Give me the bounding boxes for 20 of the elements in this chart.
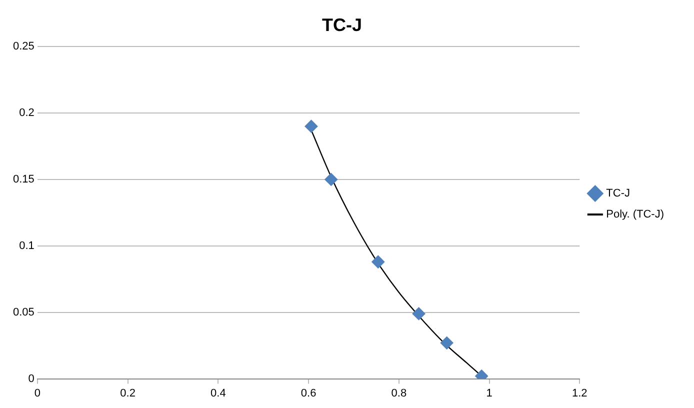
point	[372, 255, 385, 268]
x-tick-label: 0.8	[391, 387, 407, 400]
y-tick-label: 0.2	[19, 107, 34, 120]
y-tick-label: 0	[28, 372, 34, 385]
x-tick-label: 0.6	[300, 387, 316, 400]
legend-label: TC-J	[606, 188, 630, 200]
y-tick-label: 0.15	[12, 174, 34, 186]
x-tick-label: 0.4	[210, 387, 226, 400]
y-tick-label: 0.05	[12, 306, 34, 318]
legend-label: Poly. (TC-J)	[606, 208, 664, 221]
point	[324, 172, 338, 186]
y-tick-label: 0.25	[12, 40, 34, 53]
point	[412, 307, 426, 320]
point	[440, 336, 454, 350]
x-tick-label: 0.2	[120, 387, 136, 400]
chart-title: TC-J	[322, 14, 362, 35]
x-tick-label: 1	[486, 387, 492, 400]
y-tick-label: 0.1	[19, 240, 34, 252]
x-tick-label: 1.2	[572, 387, 588, 400]
point	[304, 120, 318, 133]
